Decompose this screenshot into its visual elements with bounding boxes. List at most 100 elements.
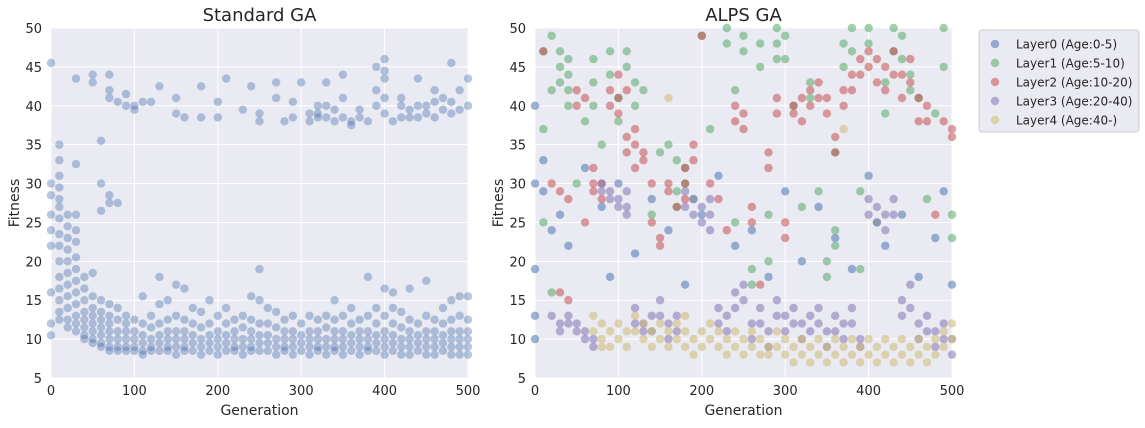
- data-point: [672, 187, 681, 196]
- data-point: [889, 358, 898, 367]
- legend-label: Layer3 (Age:20-40): [1016, 95, 1132, 109]
- data-point: [355, 315, 364, 324]
- data-point: [413, 338, 423, 348]
- data-point: [747, 327, 757, 336]
- data-point: [789, 109, 798, 118]
- data-point: [263, 319, 273, 328]
- data-point: [614, 334, 623, 344]
- chart-title: Standard GA: [203, 5, 318, 26]
- data-point: [872, 218, 882, 227]
- data-point: [689, 194, 698, 204]
- y-tick-label: 15: [25, 294, 42, 309]
- data-point: [430, 350, 439, 359]
- data-point: [772, 296, 782, 305]
- data-point: [814, 334, 823, 344]
- data-point: [906, 303, 915, 313]
- data-point: [88, 319, 97, 328]
- data-point: [739, 296, 748, 305]
- data-point: [313, 109, 323, 118]
- data-point: [680, 311, 690, 320]
- data-point: [71, 311, 81, 320]
- data-point: [213, 327, 222, 336]
- data-point: [831, 334, 840, 344]
- data-point: [330, 117, 339, 126]
- data-point: [463, 350, 473, 359]
- data-point: [171, 350, 181, 359]
- data-point: [614, 202, 623, 212]
- x-tick-label: 400: [856, 384, 881, 399]
- data-point: [380, 284, 389, 293]
- legend-marker: [990, 77, 1000, 87]
- data-point: [71, 319, 81, 328]
- data-point: [614, 179, 623, 188]
- data-point: [931, 210, 940, 219]
- data-point: [347, 319, 356, 328]
- data-point: [55, 214, 64, 223]
- data-point: [180, 327, 189, 336]
- data-point: [589, 101, 598, 110]
- data-point: [605, 187, 615, 196]
- data-point: [88, 327, 97, 336]
- data-point: [572, 179, 581, 188]
- data-point: [88, 70, 97, 79]
- data-point: [255, 331, 264, 340]
- data-point: [630, 78, 640, 87]
- data-point: [839, 39, 848, 48]
- data-point: [96, 338, 106, 348]
- data-point: [438, 319, 448, 328]
- data-point: [897, 54, 907, 64]
- data-point: [530, 334, 540, 344]
- data-point: [263, 303, 273, 313]
- data-point: [697, 210, 706, 219]
- data-point: [80, 296, 89, 305]
- data-point: [605, 272, 615, 282]
- data-point: [438, 338, 448, 348]
- data-point: [71, 210, 81, 219]
- data-point: [806, 93, 815, 103]
- data-point: [146, 342, 156, 352]
- data-point: [730, 342, 740, 352]
- data-point: [163, 334, 172, 344]
- data-point: [96, 307, 106, 317]
- data-point: [781, 233, 790, 243]
- data-point: [171, 280, 181, 289]
- data-point: [547, 31, 556, 40]
- data-point: [906, 70, 915, 79]
- data-point: [46, 191, 56, 200]
- data-point: [63, 292, 72, 301]
- data-point: [680, 179, 690, 188]
- data-point: [146, 346, 156, 355]
- data-point: [881, 78, 890, 87]
- data-point: [88, 303, 97, 313]
- data-point: [906, 358, 915, 367]
- data-point: [931, 233, 940, 243]
- data-point: [705, 319, 715, 328]
- data-point: [839, 334, 848, 344]
- data-point: [121, 89, 131, 99]
- data-point: [772, 327, 782, 336]
- data-point: [764, 257, 773, 266]
- data-point: [155, 299, 164, 309]
- data-point: [271, 93, 281, 103]
- data-point: [747, 319, 757, 328]
- data-point: [781, 334, 790, 344]
- data-point: [447, 58, 456, 68]
- data-point: [180, 342, 189, 352]
- data-point: [730, 218, 740, 227]
- data-point: [847, 350, 857, 359]
- data-point: [430, 86, 439, 95]
- data-point: [96, 206, 106, 215]
- data-point: [797, 334, 807, 344]
- data-point: [380, 311, 389, 320]
- data-point: [739, 280, 748, 289]
- data-point: [697, 202, 706, 212]
- data-point: [622, 132, 631, 142]
- y-tick-label: 35: [25, 139, 42, 154]
- data-point: [271, 323, 281, 332]
- data-point: [856, 187, 865, 196]
- data-point: [63, 315, 72, 324]
- data-point: [163, 315, 172, 324]
- data-point: [238, 350, 248, 359]
- data-point: [747, 264, 757, 274]
- x-tick-label: 400: [372, 384, 397, 399]
